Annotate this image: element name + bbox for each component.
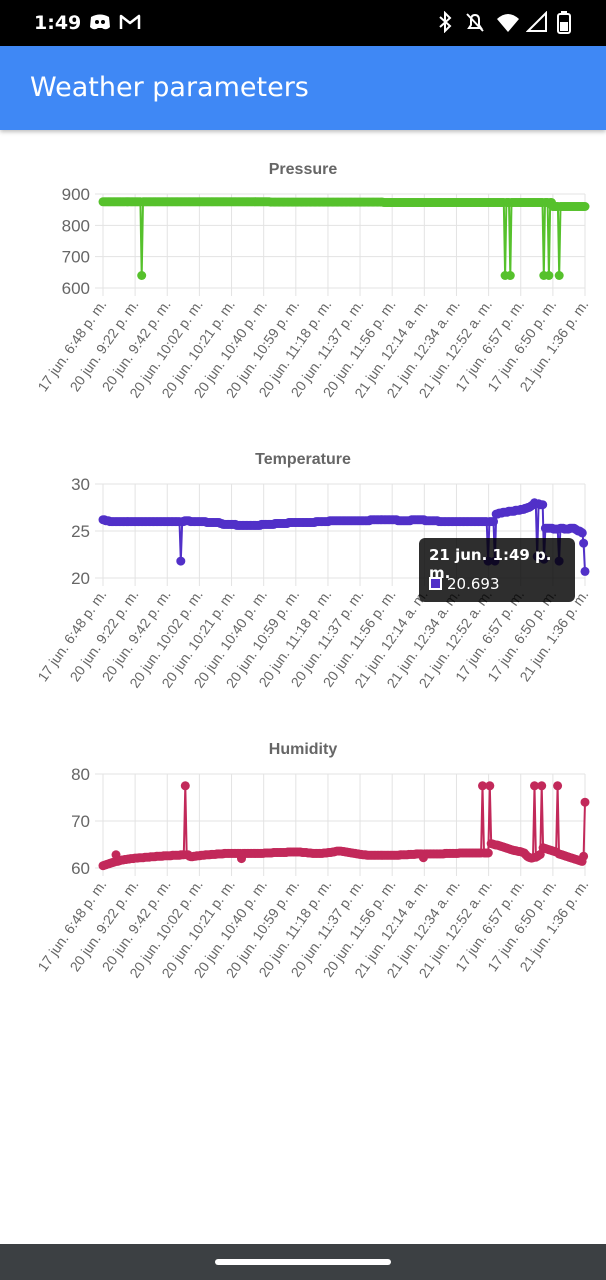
y-tick-label: 20: [71, 569, 90, 588]
data-point: [537, 781, 547, 791]
y-tick-label: 800: [62, 216, 90, 235]
wifi-icon: [497, 14, 519, 32]
tooltip-value: 20.693: [447, 575, 500, 593]
app-title: Weather parameters: [30, 72, 309, 103]
navigation-bar: [0, 1244, 606, 1280]
data-point: [483, 848, 493, 858]
data-point: [505, 271, 515, 280]
gmail-icon: [119, 14, 141, 29]
data-point: [577, 528, 587, 538]
y-tick-label: 30: [71, 475, 90, 494]
data-point: [580, 797, 590, 807]
y-tick-label: 600: [62, 279, 90, 298]
data-point: [485, 781, 495, 791]
y-tick-label: 60: [71, 859, 90, 878]
data-point: [579, 851, 589, 861]
data-point: [554, 271, 564, 280]
mute-icon: [466, 13, 484, 32]
home-handle[interactable]: [215, 1259, 391, 1265]
data-point: [530, 781, 539, 791]
data-point: [580, 202, 590, 211]
chart-title: Temperature: [255, 451, 351, 468]
y-tick-label: 25: [71, 522, 90, 541]
data-point: [580, 566, 590, 576]
series-line: [103, 200, 585, 276]
y-tick-label: 700: [62, 248, 90, 267]
chart-title: Pressure: [269, 161, 338, 178]
signal-icon: [526, 11, 547, 32]
data-point: [553, 781, 563, 791]
status-time: 1:49: [34, 12, 82, 34]
y-tick-label: 70: [71, 812, 90, 831]
data-point: [180, 781, 190, 791]
y-tick-label: 80: [71, 765, 90, 784]
data-point: [544, 271, 554, 280]
y-tick-label: 900: [62, 185, 90, 204]
chart-title: Humidity: [269, 741, 338, 758]
data-point: [538, 500, 548, 510]
bluetooth-icon: [439, 11, 452, 33]
status-bar: 1:49: [0, 0, 606, 46]
app-bar: Weather parameters: [0, 46, 606, 130]
data-point: [489, 517, 498, 527]
battery-icon: [557, 11, 571, 34]
discord-icon: [90, 14, 110, 30]
data-point: [137, 271, 147, 280]
tooltip-swatch: [429, 577, 442, 590]
data-point: [478, 781, 487, 791]
data-point: [176, 556, 186, 566]
chart-tooltip: 21 jun. 1:49 p. m. 20.693: [419, 538, 575, 602]
data-point: [579, 538, 589, 548]
